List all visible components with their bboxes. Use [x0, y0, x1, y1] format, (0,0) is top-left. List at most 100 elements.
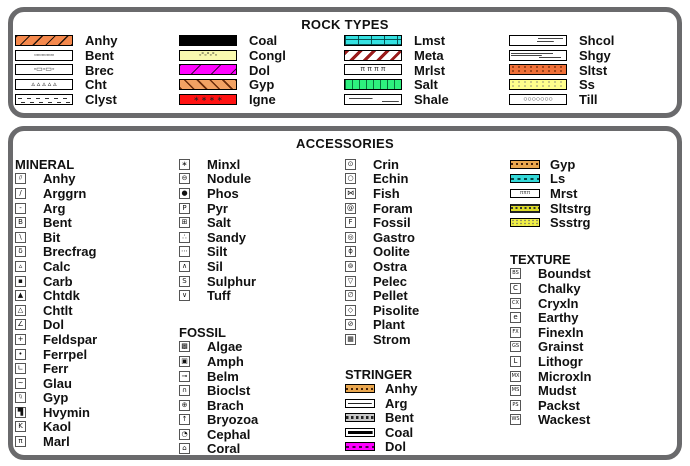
- arg-swatch: [345, 398, 375, 408]
- fossil-icon: F: [345, 217, 356, 229]
- sulphur-label: Sulphur: [207, 273, 257, 289]
- rock-types-panel: ROCK TYPES Anhy ▫▫▫▫▫▫▫▫ Bent ◦▭◦▭◦ Brec ▵ ▵ …: [8, 7, 682, 118]
- legend-item-algae: ▩ Algae: [179, 339, 258, 354]
- marl-label: Marl: [43, 434, 70, 450]
- dol-swatch: [345, 442, 375, 452]
- kaol-icon: K: [15, 421, 26, 433]
- coal-label: Coal: [385, 424, 414, 440]
- rock-types-legend: Anhy ▫▫▫▫▫▫▫▫ Bent ◦▭◦▭◦ Brec ▵ ▵ ▵ ▵ ▵ Cht Cly…: [13, 12, 677, 113]
- legend-item-arggrn: / Arggrn: [15, 186, 97, 201]
- sandy-icon: ∴: [179, 231, 190, 243]
- legend-item-ls: Ls: [510, 171, 591, 186]
- chalky-icon: C: [510, 282, 521, 294]
- anhy-label: Anhy: [385, 381, 418, 397]
- legend-item-shale: Shale: [344, 92, 449, 107]
- crin-icon: ⊙: [345, 158, 356, 170]
- accessories-column-4: Gyp Ls πππ Mrst Sltstrg Ssstrg TEXTURE BS Bounds…: [510, 157, 591, 427]
- coral-label: Coral: [207, 441, 241, 457]
- till-pattern-glyphs: ○○○○○○○: [523, 96, 553, 104]
- anhy-label: Anhy: [43, 171, 76, 187]
- cephal-label: Cephal: [207, 426, 251, 442]
- ostra-label: Ostra: [373, 258, 407, 274]
- cephal-icon: ◔: [179, 428, 190, 440]
- cht-swatch: ▵ ▵ ▵ ▵ ▵: [15, 79, 73, 91]
- gyp-icon: \\: [15, 392, 26, 404]
- cryxln-icon: CX: [510, 297, 521, 309]
- legend-item-coral: ⌂ Coral: [179, 441, 258, 457]
- packst-icon: PS: [510, 399, 521, 411]
- legend-item-dol: Dol: [345, 439, 419, 454]
- legend-item-anhy: Anhy: [15, 33, 118, 48]
- legend-item-mrst: πππ Mrst: [510, 186, 591, 201]
- earthy-icon: e: [510, 312, 521, 324]
- legend-item-bent: ▫▫▫▫▫▫▫▫ Bent: [15, 48, 118, 63]
- brach-label: Brach: [207, 397, 244, 413]
- legend-item-oolite: ϕ Oolite: [345, 244, 419, 259]
- legend-item-nodule: ⊖ Nodule: [179, 171, 258, 186]
- legend-item-packst: PS Packst: [510, 398, 591, 413]
- legend-item-chalky: C Chalky: [510, 281, 591, 296]
- legend-item-boundst: BS Boundst: [510, 266, 591, 281]
- fish-icon: ⋈: [345, 187, 356, 199]
- chtlt-icon: △: [15, 304, 26, 316]
- igne-label: Igne: [249, 92, 276, 108]
- legend-item-fish: ⋈ Fish: [345, 186, 419, 201]
- lithogr-label: Lithogr: [538, 353, 583, 369]
- gastro-label: Gastro: [373, 229, 415, 245]
- section-header-stringer: STRINGER: [345, 366, 413, 382]
- congl-pattern-glyphs: ◦°◦°◦°◦: [198, 51, 218, 59]
- cryxln-label: Cryxln: [538, 295, 579, 311]
- legend-item-plant: ⊘ Plant: [345, 317, 419, 333]
- legend-item-anhy: Anhy: [345, 381, 419, 396]
- till-swatch: ○○○○○○○: [509, 94, 567, 106]
- cht-label: Cht: [85, 77, 107, 93]
- legend-item-echin: ○ Echin: [345, 171, 419, 186]
- plant-label: Plant: [373, 317, 405, 333]
- coal-swatch: [345, 427, 375, 437]
- sil-icon: ∧: [179, 260, 190, 272]
- pisolite-icon: ◇: [345, 304, 356, 316]
- bent-pattern-glyphs: ▫▫▫▫▫▫▫▫: [34, 51, 54, 59]
- mrlst-pattern-glyphs: π π π π: [360, 66, 386, 74]
- anhy-swatch: [345, 384, 375, 394]
- legend-item-pisolite: ◇ Pisolite: [345, 303, 419, 318]
- bent-icon: B: [15, 217, 26, 229]
- gyp-swatch: [510, 159, 540, 169]
- strom-icon: ▦: [345, 333, 356, 345]
- legend-item-till: ○○○○○○○ Till: [509, 92, 614, 107]
- pyr-label: Pyr: [207, 200, 228, 216]
- boundst-icon: BS: [510, 268, 521, 280]
- shale-label: Shale: [414, 92, 449, 108]
- wackest-icon: WS: [510, 414, 521, 426]
- legend-item-glau: ~ Glau: [15, 376, 97, 391]
- pellet-label: Pellet: [373, 288, 408, 304]
- legend-item-feldspar: + Feldspar: [15, 332, 97, 347]
- meta-swatch: [344, 49, 402, 61]
- lmst-label: Lmst: [414, 32, 446, 48]
- brach-icon: ⊕: [179, 399, 190, 411]
- ferr-label: Ferr: [43, 361, 69, 377]
- arggrn-icon: /: [15, 187, 26, 199]
- ss-label: Ss: [579, 77, 595, 93]
- glau-icon: ~: [15, 377, 26, 389]
- calc-icon: ▵: [15, 260, 26, 272]
- hvymin-label: Hvymin: [43, 404, 90, 420]
- arg-icon: -: [15, 202, 26, 214]
- chtdk-icon: ▲: [15, 290, 26, 302]
- congl-label: Congl: [249, 47, 286, 63]
- legend-item-bryozoa: ↑ Bryozoa: [179, 412, 258, 427]
- marl-icon: π: [15, 436, 26, 448]
- belm-label: Belm: [207, 368, 239, 384]
- anhy-swatch: [15, 34, 73, 46]
- pyr-icon: P: [179, 202, 190, 214]
- legend-item-strom: ▦ Strom: [345, 332, 419, 347]
- phos-icon: ●: [179, 187, 190, 199]
- phos-label: Phos: [207, 185, 239, 201]
- accessories-column-1: MINERAL// Anhy / Arggrn - Arg B Bent \ Bit δ Brecfr…: [15, 157, 97, 449]
- chalky-label: Chalky: [538, 280, 581, 296]
- legend-item-ssstrg: Ssstrg: [510, 215, 591, 230]
- legend-item-marl: π Marl: [15, 434, 97, 449]
- rock-types-column-1: Anhy ▫▫▫▫▫▫▫▫ Bent ◦▭◦▭◦ Brec ▵ ▵ ▵ ▵ ▵ Cht Cly…: [15, 33, 118, 107]
- legend-item-sil: ∧ Sil: [179, 259, 258, 274]
- legend-item-earthy: e Earthy: [510, 310, 591, 325]
